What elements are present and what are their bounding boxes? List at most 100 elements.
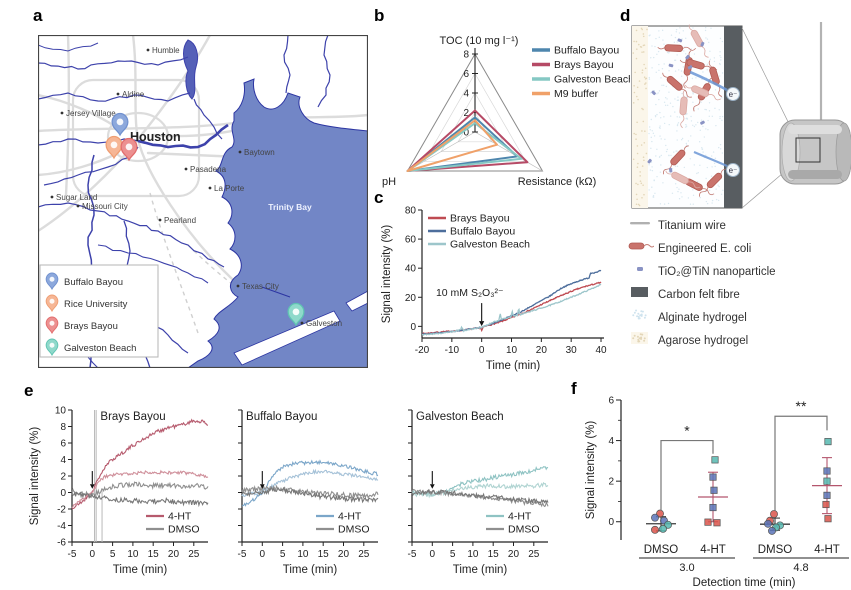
radar-series (406, 119, 498, 172)
agarose-dot (638, 204, 641, 207)
agarose-dot (640, 46, 643, 48)
alginate-dot (704, 27, 707, 29)
alginate-dot (676, 165, 679, 168)
y-tick-label: 40 (405, 264, 417, 275)
alginate-dot (668, 51, 670, 53)
city-dot (116, 92, 120, 96)
alginate-dot (654, 114, 657, 117)
ecoli-flagella (684, 84, 692, 89)
panel-c-label: c (374, 188, 384, 207)
alginate-dot (648, 76, 650, 79)
alginate-dot (719, 51, 721, 53)
alginate-dot (658, 69, 660, 72)
alginate-dot (699, 164, 701, 166)
alginate-dot (690, 48, 693, 50)
alginate-dot (670, 154, 672, 157)
trinity-bay-water (187, 78, 368, 368)
alginate-dot (692, 27, 694, 29)
alginate-dot (651, 130, 653, 132)
agarose-swatch-dot (639, 333, 642, 336)
thiosulfate-line-chart: 0 20 40 60 80 -20 -10 0 10 20 30 40 Time (min) Signal… (381, 206, 607, 373)
x-tick-label: 20 (536, 345, 548, 356)
alginate-swatch-dot (637, 315, 640, 318)
y-tick-label: 0 (60, 488, 66, 499)
nanoparticle (687, 65, 693, 70)
alginate-dot (720, 59, 722, 61)
pin-hole (49, 342, 55, 348)
y-tick-label: 6 (608, 396, 614, 407)
river (283, 35, 291, 94)
agarose-swatch-dot (637, 338, 640, 341)
city-label: Aldine (122, 90, 145, 99)
alginate-dot (719, 115, 721, 118)
map-legend-label: Galveston Beach (64, 343, 136, 354)
alginate-dot (708, 189, 711, 191)
carbon-felt-layer (724, 26, 742, 208)
alginate-dot (676, 139, 678, 141)
agarose-dot (643, 193, 645, 196)
series-line (241, 487, 379, 504)
x-tick-label: 10 (467, 549, 479, 560)
series-line (411, 488, 549, 508)
ecoli-body (679, 96, 688, 116)
alginate-dot (654, 45, 656, 48)
alginate-dot (648, 164, 650, 166)
alginate-dot (678, 69, 680, 71)
alginate-dot (655, 37, 657, 40)
ecoli-body (671, 171, 689, 185)
alginate-dot (696, 172, 698, 175)
agarose-swatch-dot (636, 335, 639, 338)
alginate-dot (705, 37, 707, 39)
alginate-dot (680, 75, 683, 77)
map-legend-label: Rice University (64, 299, 128, 310)
legend-label: DMSO (508, 524, 540, 536)
highway (38, 151, 120, 177)
map-pin (105, 135, 123, 160)
alginate-dot (676, 116, 678, 118)
alginate-dot (669, 102, 672, 104)
ecoli-flagella (683, 75, 688, 89)
alginate-swatch-dot (643, 316, 646, 319)
ecoli-flagella (708, 60, 713, 68)
ecoli-cell (688, 24, 709, 58)
galveston-island (233, 310, 341, 366)
agarose-dot (639, 171, 641, 173)
water-label: Trinity Bay (268, 202, 312, 212)
alginate-dot (668, 91, 670, 93)
alginate-dot (690, 115, 692, 118)
alginate-dot (656, 148, 658, 151)
alginate-dot (690, 120, 693, 122)
lake-houston (183, 39, 199, 100)
alginate-dot (706, 63, 709, 66)
panel-e-label: e (24, 381, 34, 400)
diagram-legend-label: Titanium wire (658, 219, 726, 232)
texas-city-dike (261, 286, 291, 298)
subplot-title: Brays Bayou (100, 411, 165, 423)
alginate-dot (651, 67, 653, 69)
alginate-dot (657, 50, 660, 53)
alginate-dot (656, 175, 658, 178)
alginate-swatch-dot (635, 309, 638, 312)
alginate-dot (719, 143, 722, 146)
alginate-dot (674, 70, 677, 72)
alginate-dot (663, 63, 665, 65)
y-tick-label: 10 (55, 406, 67, 417)
alginate-swatch-dot (640, 310, 643, 313)
alginate-dot (666, 148, 668, 151)
panel-a-label: a (33, 6, 43, 25)
alginate-dot (656, 113, 658, 116)
radar-axis-title-ph: pH (382, 176, 396, 188)
alginate-dot (676, 99, 679, 102)
x-tick-label: 15 (148, 549, 160, 560)
data-point (824, 515, 832, 523)
alginate-swatch-dot (641, 310, 644, 313)
alginate-dot (703, 136, 706, 138)
agarose-dot (634, 71, 636, 74)
data-point (823, 477, 831, 485)
alginate-dot (666, 98, 668, 100)
alginate-dot (711, 202, 713, 204)
alginate-dot (656, 53, 658, 56)
ecoli-cell (657, 44, 697, 52)
series-line (241, 484, 379, 500)
x-axis-title: Time (min) (283, 564, 338, 576)
